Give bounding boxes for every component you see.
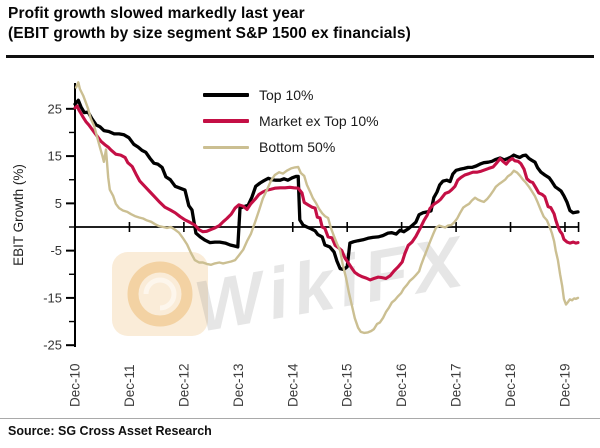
legend-swatch [203, 145, 249, 149]
series-line-bottom-50- [74, 81, 580, 335]
legend-label: Bottom 50% [259, 139, 336, 155]
series-line-top-10- [73, 98, 580, 272]
chart-title-line1: Profit growth slowed markedly last year [8, 5, 305, 22]
x-tick-label: Dec-10 [68, 363, 83, 407]
legend-item: Top 10% [203, 87, 379, 103]
x-tick-label: Dec-15 [340, 363, 355, 407]
title-divider [6, 55, 594, 58]
x-tick-label: Dec-11 [122, 364, 137, 407]
legend-swatch [203, 93, 249, 97]
x-tick-label: Dec-18 [503, 363, 518, 407]
x-tick-label: Dec-17 [449, 363, 464, 407]
legend-item: Bottom 50% [203, 139, 379, 155]
source-divider [0, 418, 600, 419]
y-tick-label: 5 [55, 196, 62, 211]
y-tick-label: -5 [50, 243, 62, 258]
watermark-logo-emblem [127, 261, 193, 327]
watermark-logo [112, 252, 208, 336]
x-tick-label: Dec-16 [394, 363, 409, 407]
x-tick-label: Dec-14 [285, 363, 300, 407]
legend-swatch [203, 119, 249, 123]
chart-title: Profit growth slowed markedly last year … [8, 4, 411, 44]
series-line-market-ex-top-10- [73, 104, 580, 282]
legend: Top 10% Market ex Top 10% Bottom 50% [203, 87, 379, 155]
legend-label: Market ex Top 10% [259, 113, 379, 129]
watermark-logo-swirl [143, 277, 177, 311]
y-tick-label: 25 [48, 101, 62, 116]
source-label: Source: SG Cross Asset Research [8, 424, 212, 438]
watermark: WikiFX [112, 221, 474, 348]
legend-item: Market ex Top 10% [203, 113, 379, 129]
y-axis-title: EBIT Growth (%) [11, 164, 26, 266]
x-tick-label: Dec-12 [176, 363, 191, 407]
y-tick-label: -25 [43, 338, 62, 353]
legend-label: Top 10% [259, 87, 314, 103]
y-tick-label: 15 [48, 149, 62, 164]
y-tick-label: -15 [43, 290, 62, 305]
x-tick-label: Dec-19 [557, 363, 572, 407]
x-tick-label: Dec-13 [231, 363, 246, 407]
chart-title-line2: (EBIT growth by size segment S&P 1500 ex… [8, 25, 411, 42]
